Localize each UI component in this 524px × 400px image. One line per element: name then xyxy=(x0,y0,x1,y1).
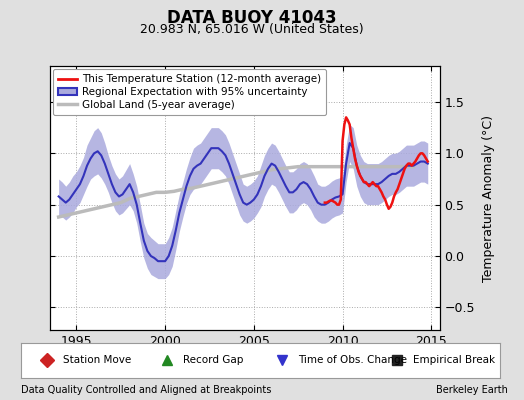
Text: DATA BUOY 41043: DATA BUOY 41043 xyxy=(167,9,336,27)
Text: 20.983 N, 65.016 W (United States): 20.983 N, 65.016 W (United States) xyxy=(140,24,363,36)
Text: Empirical Break: Empirical Break xyxy=(413,356,495,366)
Legend: This Temperature Station (12-month average), Regional Expectation with 95% uncer: This Temperature Station (12-month avera… xyxy=(53,69,326,115)
Y-axis label: Temperature Anomaly (°C): Temperature Anomaly (°C) xyxy=(482,114,495,282)
Text: Record Gap: Record Gap xyxy=(183,356,243,366)
Text: Time of Obs. Change: Time of Obs. Change xyxy=(298,356,407,366)
Text: Data Quality Controlled and Aligned at Breakpoints: Data Quality Controlled and Aligned at B… xyxy=(21,385,271,395)
Text: Station Move: Station Move xyxy=(63,356,132,366)
Text: Berkeley Earth: Berkeley Earth xyxy=(436,385,508,395)
